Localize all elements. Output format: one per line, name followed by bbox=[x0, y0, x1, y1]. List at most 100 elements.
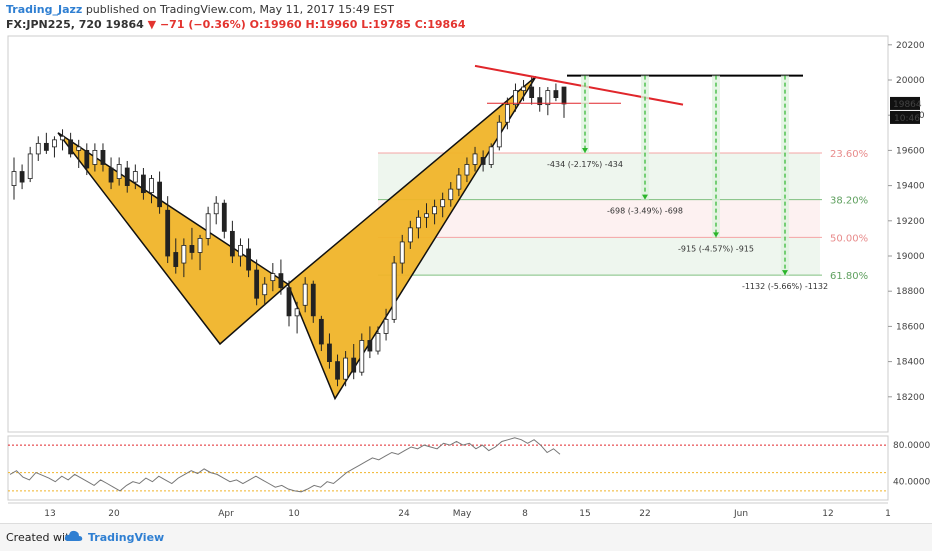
candle-body bbox=[407, 227, 413, 243]
candle-body bbox=[68, 139, 74, 155]
projection-arrowhead bbox=[713, 232, 719, 238]
projection-arrowhead bbox=[642, 194, 648, 200]
candle-body bbox=[108, 167, 114, 183]
candle-body bbox=[456, 174, 462, 190]
price-tick-label: 18400 bbox=[896, 358, 925, 368]
candle-body bbox=[278, 273, 284, 289]
time-tick-label: May bbox=[453, 509, 472, 519]
candle-body bbox=[116, 164, 122, 179]
candle-body bbox=[448, 188, 454, 201]
candle-body bbox=[132, 171, 138, 183]
last-price-badge bbox=[890, 96, 920, 110]
candle-body bbox=[537, 97, 543, 106]
price-chart[interactable]: 2020020000198001960019400192001900018800… bbox=[0, 0, 932, 523]
candle-body bbox=[246, 248, 251, 271]
candle-body bbox=[213, 202, 219, 215]
candle-body bbox=[173, 252, 179, 267]
candle-body bbox=[52, 139, 57, 148]
candle-body bbox=[327, 343, 332, 363]
candle-body bbox=[157, 181, 162, 208]
candle-body bbox=[513, 90, 518, 106]
change-label: −71 (−0.36%) bbox=[159, 18, 246, 31]
time-tick-label: 10 bbox=[288, 509, 300, 519]
time-tick-label: Apr bbox=[218, 509, 234, 519]
candle-body bbox=[464, 164, 470, 176]
candle-body bbox=[359, 340, 365, 373]
fib-zone bbox=[378, 237, 820, 276]
candle-body bbox=[181, 245, 187, 264]
down-arrow-icon: ▼ bbox=[147, 18, 157, 31]
time-tick-label: 24 bbox=[398, 509, 410, 519]
candle-body bbox=[318, 318, 324, 345]
candle-body bbox=[19, 171, 25, 183]
projection-band bbox=[641, 75, 649, 200]
ohlc-line: FX:JPN225, 720 19864 ▼ −71 (−0.36%) O:19… bbox=[6, 18, 465, 31]
price-tick-label: 18600 bbox=[896, 322, 925, 332]
candle-body bbox=[270, 273, 276, 282]
candle-body bbox=[262, 283, 268, 296]
countdown-badge bbox=[890, 110, 920, 124]
projection-arrowhead bbox=[782, 270, 788, 276]
candle-body bbox=[424, 213, 429, 218]
candle-body bbox=[367, 340, 373, 352]
candle-body bbox=[335, 361, 340, 380]
projection-label: -698 (-3.49%) -698 bbox=[607, 207, 683, 216]
fib-level-label: 38.20% bbox=[830, 196, 868, 207]
low-label: L:19785 bbox=[361, 18, 411, 31]
candle-body bbox=[391, 262, 397, 320]
candle-body bbox=[496, 121, 502, 148]
last-price-label: 19864 bbox=[105, 18, 144, 31]
candle-body bbox=[197, 237, 203, 253]
high-label: H:19960 bbox=[305, 18, 358, 31]
projection-arrowhead bbox=[582, 148, 588, 154]
candle-body bbox=[60, 135, 65, 141]
symbol-label[interactable]: FX:JPN225, 720 bbox=[6, 18, 102, 31]
candle-body bbox=[100, 149, 106, 165]
time-tick-label: 22 bbox=[639, 509, 650, 519]
candle-body bbox=[229, 230, 235, 257]
rsi-tick-label: 80.0000 bbox=[893, 441, 930, 451]
tradingview-brand[interactable]: TradingView bbox=[88, 531, 165, 544]
candle-body bbox=[383, 318, 389, 334]
candle-body bbox=[84, 149, 90, 169]
candle-body bbox=[432, 206, 437, 215]
publish-line: Trading_Jazz published on TradingView.co… bbox=[6, 3, 394, 16]
fib-level-label: 50.00% bbox=[830, 233, 868, 244]
candle-body bbox=[43, 142, 49, 151]
projection-label: -915 (-4.57%) -915 bbox=[678, 244, 754, 253]
countdown-label: 10:46 bbox=[894, 114, 920, 124]
price-tick-label: 19600 bbox=[896, 146, 925, 156]
open-label: O:19960 bbox=[249, 18, 302, 31]
candle-body bbox=[480, 157, 486, 165]
candle-body bbox=[294, 308, 300, 317]
candle-body bbox=[545, 90, 551, 106]
author-link[interactable]: Trading_Jazz bbox=[6, 3, 83, 16]
candle-body bbox=[165, 209, 171, 257]
price-tick-label: 18200 bbox=[896, 393, 925, 403]
candle-body bbox=[189, 245, 195, 253]
candle-body bbox=[149, 178, 154, 194]
price-pane-frame bbox=[7, 35, 889, 433]
tradingview-cloud-icon bbox=[64, 530, 83, 541]
time-tick-label: Jun bbox=[733, 509, 748, 519]
candle-body bbox=[472, 153, 478, 165]
time-tick-label: 20 bbox=[108, 509, 120, 519]
publish-info: published on TradingView.com, May 11, 20… bbox=[85, 3, 395, 16]
resistance-trendline bbox=[474, 64, 684, 106]
candle-body bbox=[238, 245, 243, 257]
footer-bar: Created with TradingView bbox=[0, 523, 932, 551]
candle-body bbox=[399, 241, 405, 264]
candle-body bbox=[416, 216, 421, 229]
price-tick-label: 20200 bbox=[896, 41, 925, 51]
candle-body bbox=[92, 149, 98, 165]
rsi-pane-frame bbox=[7, 435, 889, 501]
time-tick-label: 8 bbox=[522, 509, 528, 519]
candle-body bbox=[124, 167, 130, 187]
candle-body bbox=[141, 174, 146, 194]
candle-body bbox=[504, 104, 510, 123]
time-tick-label: 12 bbox=[822, 509, 833, 519]
created-with-label: Created with bbox=[6, 531, 77, 544]
fib-level-label: 23.60% bbox=[830, 149, 868, 160]
candle-body bbox=[221, 202, 227, 232]
price-tick-label: 19200 bbox=[896, 217, 925, 227]
